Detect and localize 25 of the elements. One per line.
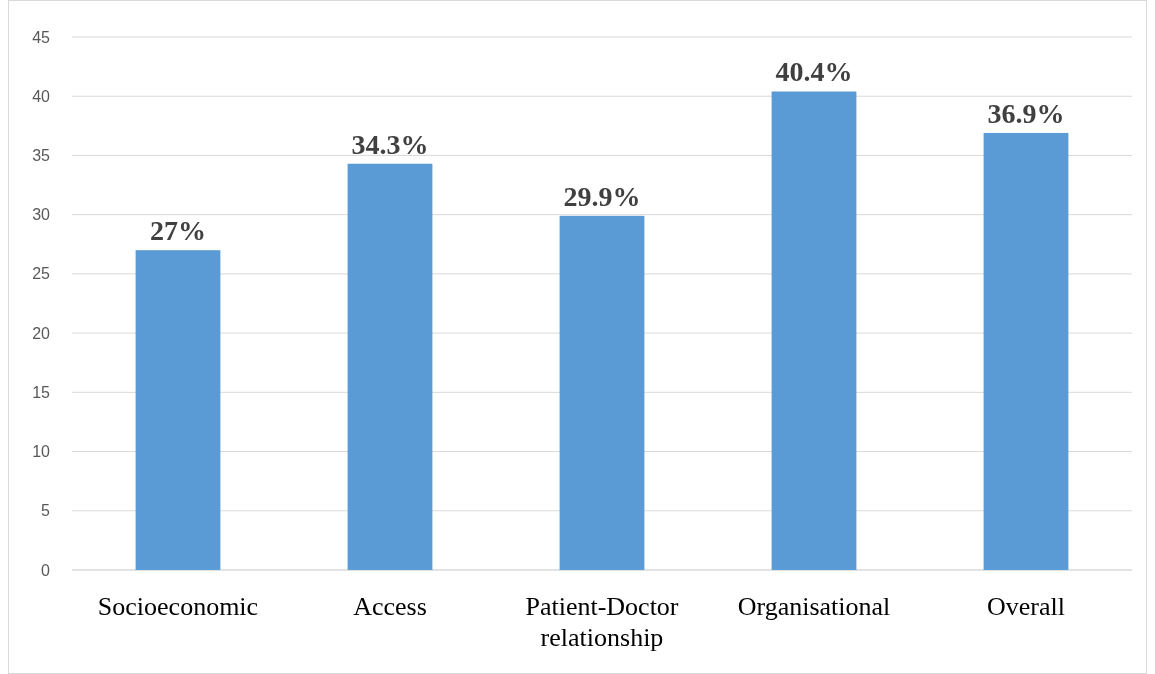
y-tick-label: 0	[41, 561, 51, 579]
y-tick-label: 30	[32, 206, 51, 224]
y-tick-label: 15	[32, 383, 51, 401]
data-label: 29.9%	[563, 180, 641, 212]
y-tick-label: 45	[32, 28, 51, 46]
bar	[559, 215, 645, 570]
bar	[347, 163, 433, 570]
data-label: 27%	[150, 215, 206, 247]
data-label: 34.3%	[351, 128, 429, 160]
bar	[771, 91, 857, 570]
y-tick-label: 40	[32, 87, 51, 105]
bar	[983, 132, 1069, 570]
x-tick-label: Socioeconomic	[97, 592, 259, 621]
x-tick-label: Organisational	[737, 592, 891, 621]
bar	[135, 250, 221, 570]
y-tick-label: 25	[32, 265, 51, 283]
data-label: 40.4%	[775, 56, 853, 88]
y-tick-label: 20	[32, 324, 51, 342]
y-tick-label: 10	[32, 443, 51, 461]
y-tick-label: 5	[41, 502, 51, 520]
x-tick-label: Overall	[987, 592, 1065, 621]
x-tick-label: Patient-Doctor relationship	[525, 592, 679, 652]
x-tick-label: Access	[353, 592, 427, 621]
y-tick-label: 35	[32, 147, 51, 165]
data-label: 36.9%	[987, 97, 1065, 129]
